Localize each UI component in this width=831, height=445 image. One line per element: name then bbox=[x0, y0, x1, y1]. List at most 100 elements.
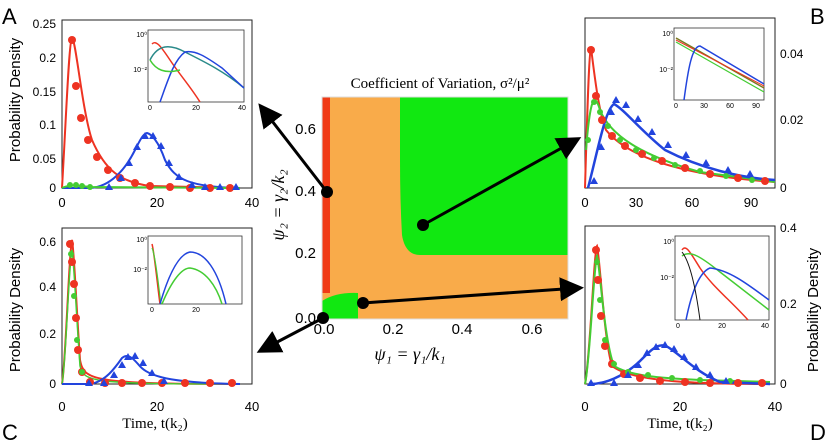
panel-frame bbox=[584, 225, 776, 385]
panel-d: D Probability Density 0 0.2 0.4 0 20 40 … bbox=[581, 221, 826, 445]
y-tick: 0.2 bbox=[780, 297, 797, 311]
map-y-tick: 0.6 bbox=[295, 121, 316, 138]
y-tick: 0 bbox=[49, 181, 56, 195]
map-x-tick: 0.0 bbox=[314, 321, 335, 338]
markers-green bbox=[585, 99, 755, 183]
markers-blue bbox=[587, 341, 730, 386]
inset-y-tick: 10⁻² bbox=[659, 67, 673, 74]
panel-frame bbox=[584, 17, 776, 189]
inset-b: 10⁰ 10⁻² 0 30 60 90 bbox=[659, 27, 765, 110]
inset-x-tick: 0 bbox=[148, 105, 152, 112]
inset-x-tick: 0 bbox=[150, 307, 154, 314]
panel-c: C Probability Density 0 0.2 0.4 0.6 0 20… bbox=[2, 227, 259, 445]
point-b bbox=[417, 219, 429, 231]
markers-red bbox=[592, 246, 766, 387]
x-tick: 40 bbox=[768, 399, 782, 414]
panel-letter: A bbox=[2, 4, 17, 29]
x-tick: 0 bbox=[581, 399, 588, 414]
panel-xlabel: Time, t(k₂) bbox=[122, 416, 188, 432]
x-tick: 90 bbox=[744, 195, 758, 210]
center-map: Coefficient of Variation, σ²/μ² 0.0 0.2 … bbox=[268, 76, 569, 364]
map-y-tick: 0.4 bbox=[295, 183, 316, 200]
y-tick: 0.6 bbox=[39, 235, 56, 249]
map-x-tick: 0.2 bbox=[383, 321, 404, 338]
map-y-tick: 0.2 bbox=[295, 245, 316, 262]
y-tick: 0 bbox=[780, 181, 787, 195]
y-tick: 0.2 bbox=[39, 327, 56, 341]
markers-green bbox=[594, 259, 733, 384]
inset-x-tick: 60 bbox=[726, 103, 734, 110]
inset-x-tick: 20 bbox=[192, 105, 200, 112]
markers-blue bbox=[105, 132, 240, 190]
panel-b: B 0 0.02 0.04 0 30 60 90 bbox=[581, 4, 824, 210]
inset-x-tick: 90 bbox=[752, 103, 760, 110]
markers-green bbox=[68, 251, 85, 375]
panel-letter: B bbox=[810, 4, 825, 29]
x-tick: 60 bbox=[685, 195, 699, 210]
markers-blue bbox=[590, 96, 754, 184]
arrow-to-c bbox=[256, 316, 324, 353]
map-green-region bbox=[400, 97, 568, 255]
y-tick: 0 bbox=[49, 377, 56, 391]
curve-green bbox=[61, 249, 241, 385]
panel-ylabel: Probability Density bbox=[805, 247, 822, 372]
y-tick: 0.25 bbox=[33, 17, 57, 31]
x-tick: 20 bbox=[673, 399, 687, 414]
inset-x-tick: 20 bbox=[192, 307, 200, 314]
x-tick: 40 bbox=[245, 399, 259, 414]
inset-x-tick: 30 bbox=[700, 103, 708, 110]
inset-d: 10⁰ 10⁻² 0 20 40 bbox=[660, 235, 770, 330]
map-green-corner bbox=[322, 292, 358, 319]
inset-x-tick: 40 bbox=[238, 105, 246, 112]
arrow-to-a bbox=[258, 103, 329, 193]
inset-x-tick: 40 bbox=[761, 323, 769, 330]
panel-letter: C bbox=[2, 420, 18, 445]
markers-green bbox=[67, 182, 93, 190]
inset-y-tick: 10⁰ bbox=[662, 30, 673, 38]
inset-x-tick: 20 bbox=[718, 323, 726, 330]
y-tick: 0.04 bbox=[780, 47, 804, 61]
curve-blue bbox=[62, 355, 241, 385]
point-c bbox=[317, 312, 329, 324]
panel-xlabel: Time, t(k₂) bbox=[647, 416, 713, 432]
y-tick: 0.4 bbox=[39, 280, 56, 294]
x-tick: 0 bbox=[581, 195, 588, 210]
map-x-tick: 0.4 bbox=[452, 321, 473, 338]
arrow-to-d bbox=[362, 277, 584, 305]
point-d bbox=[357, 297, 369, 309]
arrow-to-b bbox=[422, 137, 582, 227]
inset-y-tick: 10⁻² bbox=[133, 67, 147, 74]
inset-x-tick: 0 bbox=[674, 103, 678, 110]
y-tick: 0.2 bbox=[39, 51, 56, 65]
inset-y-tick: 10⁰ bbox=[663, 238, 674, 246]
map-frame bbox=[321, 96, 569, 320]
inset-y-tick: 10⁻² bbox=[133, 267, 147, 274]
center-title: Coefficient of Variation, σ²/μ² bbox=[351, 76, 530, 92]
y-tick: 0.15 bbox=[33, 85, 57, 99]
x-tick: 30 bbox=[629, 195, 643, 210]
point-a bbox=[321, 186, 333, 198]
x-tick: 40 bbox=[245, 195, 259, 210]
panel-a: A Probability Density 0 0.05 0.1 0.15 0.… bbox=[2, 4, 259, 210]
markers-red bbox=[68, 36, 234, 192]
map-x-tick: 0.6 bbox=[522, 321, 543, 338]
y-tick: 0.4 bbox=[780, 221, 797, 235]
y-tick: 0.05 bbox=[33, 152, 57, 166]
markers-red bbox=[587, 46, 769, 185]
inset-y-tick: 10⁰ bbox=[136, 236, 147, 244]
panel-ylabel: Probability Density bbox=[7, 37, 24, 162]
map-ylabel: ψ₂ = γ₂/k₂ bbox=[268, 169, 288, 240]
panel-ylabel: Probability Density bbox=[7, 247, 24, 372]
x-tick: 0 bbox=[58, 399, 65, 414]
x-tick: 20 bbox=[150, 399, 164, 414]
curve-green bbox=[585, 99, 776, 183]
inset-x-tick: 0 bbox=[676, 323, 680, 330]
inset-y-tick: 10⁰ bbox=[136, 31, 147, 39]
x-tick: 0 bbox=[58, 195, 65, 210]
y-tick: 0 bbox=[780, 377, 787, 391]
markers-blue bbox=[85, 352, 168, 386]
curve-red bbox=[61, 36, 241, 189]
inset-y-tick: 10⁻² bbox=[660, 275, 674, 282]
panel-letter: D bbox=[810, 420, 826, 445]
